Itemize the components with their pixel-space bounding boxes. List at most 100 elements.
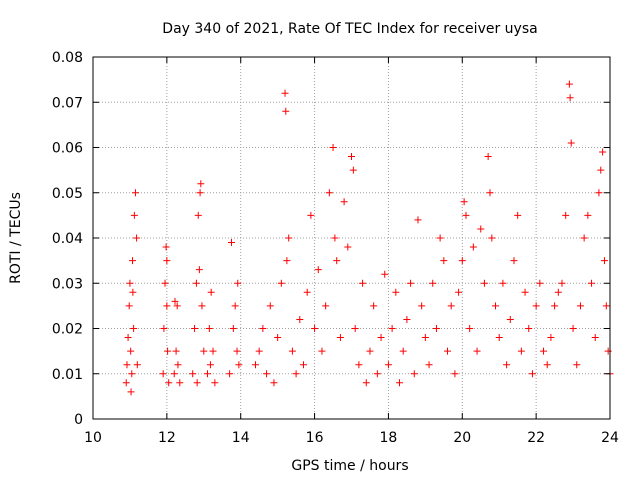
data-point (162, 243, 170, 251)
data-point (125, 302, 133, 310)
data-point (163, 302, 171, 310)
data-point (460, 198, 468, 206)
data-point (211, 379, 219, 387)
data-point (303, 288, 311, 296)
data-point (266, 302, 274, 310)
data-point (503, 361, 511, 369)
data-point (595, 189, 603, 197)
x-axis-ticks: 10 12 14 16 18 20 22 24 (84, 57, 619, 446)
data-point (127, 388, 135, 396)
data-point (600, 257, 608, 265)
data-point (226, 370, 234, 378)
data-point (333, 257, 341, 265)
data-point (429, 279, 437, 287)
data-point (421, 334, 429, 342)
data-point (528, 370, 536, 378)
data-point (263, 370, 271, 378)
data-point (170, 370, 178, 378)
data-point (425, 361, 433, 369)
y-tick-label: 0.03 (52, 276, 83, 292)
data-point (122, 379, 130, 387)
data-point (547, 334, 555, 342)
data-point (192, 279, 200, 287)
data-point (325, 189, 333, 197)
data-point (165, 379, 173, 387)
data-point (462, 211, 470, 219)
data-point (558, 279, 566, 287)
data-point (370, 302, 378, 310)
data-point (198, 302, 206, 310)
data-point (414, 216, 422, 224)
data-point (274, 334, 282, 342)
data-point (255, 347, 263, 355)
data-point (436, 234, 444, 242)
data-point (373, 370, 381, 378)
data-point (296, 315, 304, 323)
data-point (285, 234, 293, 242)
data-point (336, 334, 344, 342)
data-point (193, 379, 201, 387)
data-point (277, 279, 285, 287)
data-point (127, 347, 135, 355)
data-point (540, 347, 548, 355)
data-point (133, 361, 141, 369)
data-point (584, 211, 592, 219)
data-point (597, 166, 605, 174)
data-point (381, 270, 389, 278)
data-point (227, 239, 235, 247)
data-point (195, 266, 203, 274)
data-point (283, 257, 291, 265)
data-point (451, 370, 459, 378)
data-point (458, 257, 466, 265)
data-point (499, 279, 507, 287)
data-point (532, 302, 540, 310)
data-point (551, 302, 559, 310)
data-point (234, 279, 242, 287)
chart-title: Day 340 of 2021, Rate Of TEC Index for r… (162, 21, 537, 37)
data-point (194, 211, 202, 219)
data-point (388, 325, 396, 332)
data-point (174, 361, 182, 369)
data-point (171, 297, 179, 305)
data-point (233, 347, 241, 355)
data-point (196, 189, 204, 197)
data-point (129, 257, 137, 265)
data-point (348, 153, 355, 161)
data-point (292, 370, 300, 378)
data-point (314, 266, 322, 274)
data-point (251, 361, 259, 369)
data-point (173, 302, 181, 310)
data-point (418, 302, 426, 310)
data-point (130, 325, 138, 332)
data-point (480, 279, 488, 287)
data-point (126, 279, 134, 287)
data-point (229, 325, 237, 332)
data-point (599, 148, 607, 156)
data-point (131, 189, 139, 197)
data-point (164, 347, 172, 355)
data-point (407, 279, 415, 287)
data-point (469, 243, 477, 251)
data-point (197, 180, 205, 188)
data-point (172, 347, 180, 355)
data-point (235, 361, 243, 369)
data-point (299, 361, 307, 369)
data-point (123, 361, 131, 369)
data-point (591, 334, 599, 342)
data-point (159, 370, 167, 378)
data-point (362, 379, 370, 387)
data-point (124, 334, 132, 342)
y-tick-label: 0 (74, 412, 83, 428)
data-point (209, 347, 217, 355)
data-point (473, 347, 481, 355)
y-tick-label: 0.04 (52, 231, 83, 247)
y-tick-label: 0.05 (52, 186, 83, 202)
data-point (259, 325, 267, 332)
data-point (205, 325, 213, 332)
data-point (403, 315, 411, 323)
data-point (565, 80, 573, 88)
data-point (329, 144, 337, 151)
data-point (161, 279, 169, 287)
data-point (410, 370, 418, 378)
data-point (566, 94, 574, 102)
